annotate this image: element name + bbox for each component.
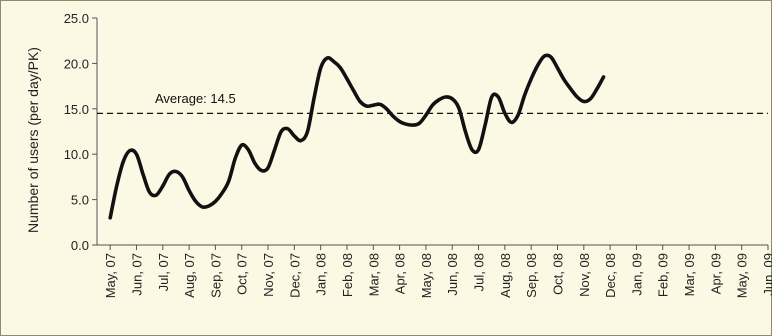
- y-axis-label: Number of users (per day/PK): [25, 47, 41, 233]
- y-tick-label: 15.0: [64, 102, 89, 117]
- average-annotation: Average: 14.5: [155, 91, 236, 106]
- x-tick-label: Oct, 08: [550, 253, 565, 295]
- x-tick-label: Jan, 09: [629, 253, 644, 296]
- x-tick-label: Jun, 08: [445, 253, 460, 296]
- x-tick-label: Apr, 09: [708, 253, 723, 294]
- x-tick-label: Mar, 08: [366, 253, 381, 296]
- y-tick-label: 0.0: [71, 238, 89, 253]
- x-tick-label: Jan, 08: [314, 253, 329, 296]
- x-tick-label: Jul, 08: [472, 253, 487, 291]
- y-tick-label: 25.0: [64, 11, 89, 26]
- x-axis: May, 07 Jun, 07 Jul, 07 Aug, 07 Sep, 07 Oct, …: [97, 244, 772, 298]
- x-tick-label: May, 09: [735, 253, 750, 298]
- y-axis: 0.0 5.0 10.0 15.0 20.0 25.0: [64, 11, 98, 253]
- x-tick-label: Dec, 08: [603, 253, 618, 298]
- y-tick-label: 5.0: [71, 193, 89, 208]
- series-group: [108, 53, 606, 220]
- y-tick-label: 20.0: [64, 56, 89, 71]
- x-tick-label: Mar, 09: [682, 253, 697, 296]
- x-tick-label: Feb, 08: [340, 253, 355, 297]
- x-tick-label: Nov, 07: [261, 253, 276, 297]
- x-tick-label: Nov, 08: [577, 253, 592, 297]
- series-line-users: [108, 53, 606, 220]
- y-tick-label: 10.0: [64, 147, 89, 162]
- x-tick-label: Dec, 07: [287, 253, 302, 298]
- x-tick-label: Aug, 08: [498, 253, 513, 298]
- x-tick-label: May, 08: [419, 253, 434, 298]
- x-tick-label: Feb, 09: [656, 253, 671, 297]
- x-tick-label: Aug, 07: [182, 253, 197, 298]
- x-tick-label: Jun, 07: [129, 253, 144, 296]
- x-tick-label: Jun, 09: [761, 253, 772, 296]
- x-tick-label: Apr, 08: [393, 253, 408, 294]
- x-tick-label: Sep, 07: [208, 253, 223, 298]
- x-tick-label: Sep, 08: [524, 253, 539, 298]
- x-tick-label: Jul, 07: [156, 253, 171, 291]
- x-tick-label: Oct, 07: [235, 253, 250, 295]
- x-tick-label: May, 07: [103, 253, 118, 298]
